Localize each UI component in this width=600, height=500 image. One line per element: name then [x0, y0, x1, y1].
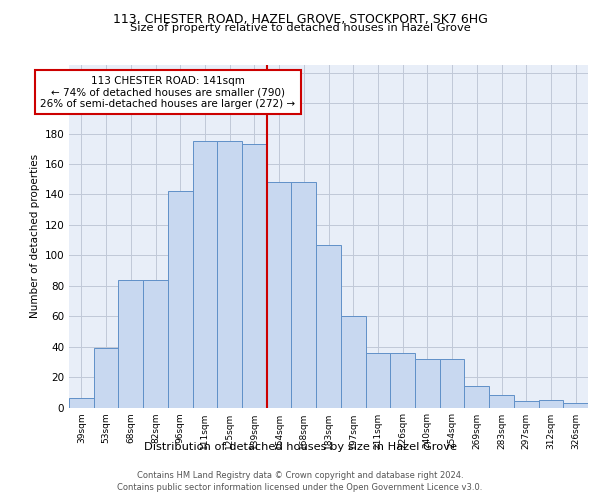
Y-axis label: Number of detached properties: Number of detached properties: [30, 154, 40, 318]
Bar: [94, 348, 118, 408]
Bar: [316, 244, 341, 408]
Bar: [489, 396, 514, 407]
Text: 113 CHESTER ROAD: 141sqm
← 74% of detached houses are smaller (790)
26% of semi-: 113 CHESTER ROAD: 141sqm ← 74% of detach…: [40, 76, 295, 109]
Bar: [217, 141, 242, 407]
Bar: [514, 402, 539, 407]
Bar: [440, 359, 464, 408]
Text: Distribution of detached houses by size in Hazel Grove: Distribution of detached houses by size …: [143, 442, 457, 452]
Bar: [390, 352, 415, 408]
Text: Contains public sector information licensed under the Open Government Licence v3: Contains public sector information licen…: [118, 483, 482, 492]
Text: Contains HM Land Registry data © Crown copyright and database right 2024.: Contains HM Land Registry data © Crown c…: [137, 471, 463, 480]
Bar: [292, 182, 316, 408]
Bar: [193, 141, 217, 407]
Bar: [464, 386, 489, 407]
Bar: [69, 398, 94, 407]
Bar: [143, 280, 168, 407]
Bar: [267, 182, 292, 408]
Text: 113, CHESTER ROAD, HAZEL GROVE, STOCKPORT, SK7 6HG: 113, CHESTER ROAD, HAZEL GROVE, STOCKPOR…: [113, 12, 487, 26]
Bar: [118, 280, 143, 407]
Bar: [168, 192, 193, 408]
Bar: [415, 359, 440, 408]
Bar: [341, 316, 365, 408]
Bar: [563, 403, 588, 407]
Text: Size of property relative to detached houses in Hazel Grove: Size of property relative to detached ho…: [130, 23, 470, 33]
Bar: [539, 400, 563, 407]
Bar: [365, 352, 390, 408]
Bar: [242, 144, 267, 407]
